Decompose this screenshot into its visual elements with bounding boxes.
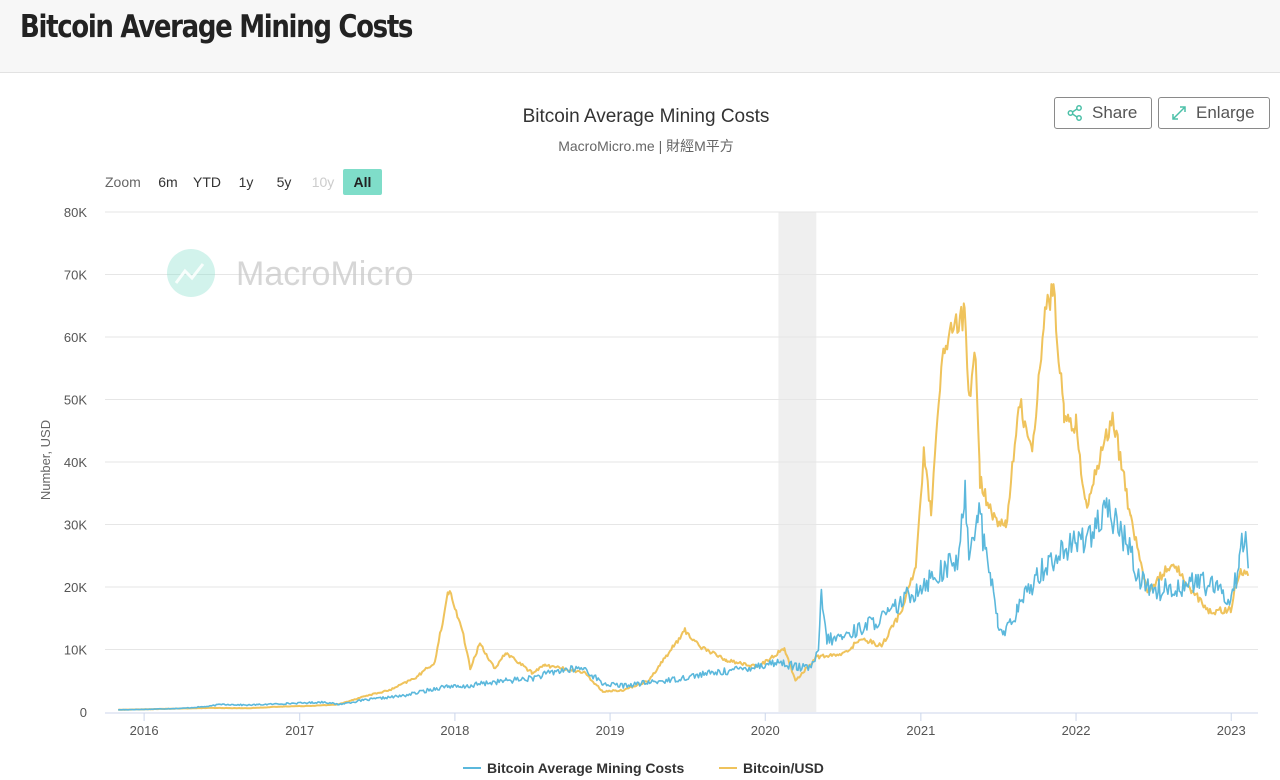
legend-label-mining-costs: Bitcoin Average Mining Costs (487, 760, 685, 776)
share-icon (1067, 105, 1083, 121)
macromicro-logo-icon (167, 249, 215, 297)
x-tick-label: 2016 (130, 723, 159, 738)
watermark-text: MacroMicro (236, 255, 414, 293)
y-tick-label: 10K (64, 643, 87, 658)
x-tick-label: 2018 (440, 723, 469, 738)
zoom-button-1y[interactable]: 1y (238, 174, 254, 190)
y-tick-label: 40K (64, 455, 87, 470)
legend-item-mining-costs[interactable]: Bitcoin Average Mining Costs (463, 758, 684, 778)
y-tick-label: 30K (64, 518, 87, 533)
watermark: MacroMicro (167, 249, 414, 297)
legend-line-mining-costs (463, 767, 481, 769)
legend-label-bitcoin-usd: Bitcoin/USD (743, 760, 824, 776)
y-tick-label: 80K (64, 205, 87, 220)
x-tick-label: 2017 (285, 723, 314, 738)
zoom-button-10y: 10y (311, 174, 335, 190)
zoom-button-ytd[interactable]: YTD (193, 174, 221, 190)
y-tick-label: 60K (64, 330, 87, 345)
x-tick-label: 2023 (1217, 723, 1246, 738)
zoom-button-6m[interactable]: 6m (158, 174, 178, 190)
chart-subtitle: MacroMicro.me | 財經M平方 (558, 138, 734, 154)
share-button-label: Share (1092, 103, 1138, 122)
x-tick-label: 2021 (906, 723, 935, 738)
y-tick-label: 0 (80, 705, 87, 720)
legend-line-bitcoin-usd (719, 767, 737, 769)
chart-title: Bitcoin Average Mining Costs (522, 106, 770, 127)
x-tick-label: 2022 (1062, 723, 1091, 738)
page-title: Bitcoin Average Mining Costs (20, 9, 413, 45)
zoom-button-all[interactable]: All (343, 169, 382, 195)
expand-arrows-icon (1171, 105, 1187, 121)
y-axis-title: Number, USD (38, 420, 53, 500)
series-line-mining-costs (118, 479, 1249, 711)
legend-item-bitcoin-usd[interactable]: Bitcoin/USD (719, 758, 824, 778)
zoom-button-5y[interactable]: 5y (276, 174, 292, 190)
x-tick-label: 2019 (596, 723, 625, 738)
watermark-chart-icon (174, 263, 205, 284)
zoom-label: Zoom (105, 174, 141, 190)
enlarge-button[interactable]: Enlarge (1158, 97, 1270, 129)
share-button[interactable]: Share (1054, 97, 1152, 129)
y-tick-label: 50K (64, 393, 87, 408)
page-header: Bitcoin Average Mining Costs (0, 0, 1280, 73)
enlarge-button-label: Enlarge (1196, 103, 1255, 122)
y-tick-label: 20K (64, 580, 87, 595)
series-line-bitcoin-usd (118, 283, 1250, 711)
x-tick-label: 2020 (751, 723, 780, 738)
y-tick-label: 70K (64, 268, 87, 283)
